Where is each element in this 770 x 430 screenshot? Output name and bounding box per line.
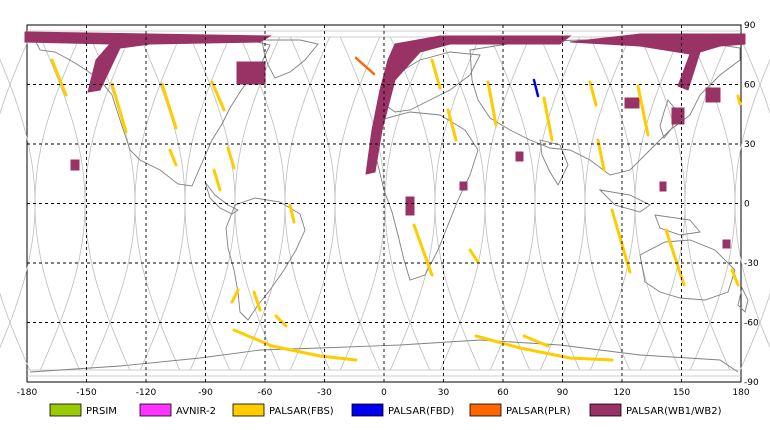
orbit-track: [739, 36, 770, 371]
y-tick-label: 0: [744, 200, 750, 210]
y-tick-label: 60: [744, 81, 756, 91]
grid-lines: [27, 25, 741, 382]
x-tick-label: 120: [613, 388, 630, 398]
x-tick-label: 90: [557, 388, 569, 398]
y-tick-labels: 90 60 30 0 -30 -60 -90: [744, 21, 759, 388]
orbit-track: [534, 36, 581, 371]
orbit-track: [0, 36, 31, 371]
legend-label: PALSAR(PLR): [506, 406, 571, 417]
y-tick-label: 30: [744, 140, 756, 150]
x-tick-label: -180: [17, 388, 38, 398]
legend-label: PALSAR(FBD): [388, 406, 454, 417]
x-tick-label: -120: [136, 388, 157, 398]
x-tick-label: 180: [732, 388, 749, 398]
plr-swaths: [354, 56, 376, 76]
legend-label: PRSIM: [86, 406, 117, 417]
legend-label: AVNIR-2: [176, 406, 216, 417]
x-tick-labels: -180 -150 -120 -90 -60 -30 0 30 60 90 120 150 180: [17, 388, 750, 398]
x-tick-label: 0: [381, 388, 387, 398]
legend: PRSIM AVNIR-2 PALSAR(FBS) PALSAR(FBD) PALSAR…: [49, 403, 722, 417]
legend-swatch: [351, 403, 384, 417]
legend-label: PALSAR(FBS): [269, 406, 334, 417]
y-tick-label: -30: [744, 259, 759, 269]
orbit-track: [234, 36, 281, 371]
x-tick-label: 60: [497, 388, 509, 398]
orbit-track: [84, 36, 131, 371]
legend-swatch: [139, 403, 172, 417]
x-tick-label: -60: [258, 388, 273, 398]
legend-swatch: [232, 403, 265, 417]
x-tick-label: -90: [198, 388, 213, 398]
y-tick-label: -60: [744, 319, 759, 329]
fbd-swaths: [532, 78, 540, 98]
orbit-track: [384, 36, 431, 371]
x-tick-label: -30: [317, 388, 332, 398]
legend-swatch: [589, 403, 622, 417]
x-tick-label: 30: [438, 388, 450, 398]
legend-label: PALSAR(WB1/WB2): [626, 406, 722, 417]
legend-swatch: [49, 403, 82, 417]
x-tick-label: -150: [76, 388, 97, 398]
y-tick-label: -90: [744, 378, 759, 388]
x-tick-label: 150: [673, 388, 690, 398]
legend-swatch: [469, 403, 502, 417]
fbs-swaths: [50, 58, 742, 362]
y-tick-label: 90: [744, 21, 756, 31]
